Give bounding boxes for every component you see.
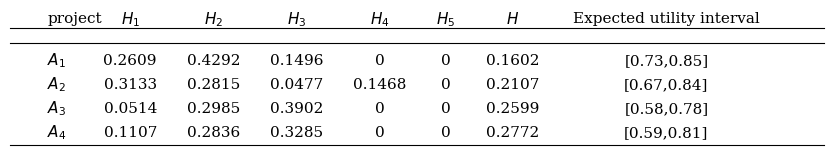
Text: $A_4$: $A_4$ <box>47 123 67 142</box>
Text: 0.2107: 0.2107 <box>486 78 540 92</box>
Text: 0: 0 <box>441 102 451 116</box>
Text: $A_3$: $A_3$ <box>47 99 66 118</box>
Text: $A_2$: $A_2$ <box>47 76 66 94</box>
Text: 0.1468: 0.1468 <box>353 78 406 92</box>
Text: 0.3133: 0.3133 <box>103 78 157 92</box>
Text: 0.4292: 0.4292 <box>187 54 240 68</box>
Text: 0.1602: 0.1602 <box>486 54 540 68</box>
Text: [0.67,0.84]: [0.67,0.84] <box>624 78 709 92</box>
Text: 0: 0 <box>374 102 384 116</box>
Text: 0.2599: 0.2599 <box>486 102 540 116</box>
Text: 0.2772: 0.2772 <box>486 126 540 140</box>
Text: project: project <box>47 12 102 26</box>
Text: [0.73,0.85]: [0.73,0.85] <box>625 54 708 68</box>
Text: 0: 0 <box>441 54 451 68</box>
Text: 0.3902: 0.3902 <box>269 102 323 116</box>
Text: 0.1107: 0.1107 <box>103 126 157 140</box>
Text: 0.0477: 0.0477 <box>270 78 323 92</box>
Text: 0.2836: 0.2836 <box>187 126 240 140</box>
Text: 0.1496: 0.1496 <box>269 54 324 68</box>
Text: 0.2985: 0.2985 <box>187 102 240 116</box>
Text: 0.2609: 0.2609 <box>103 54 157 68</box>
Text: 0.0514: 0.0514 <box>103 102 157 116</box>
Text: 0: 0 <box>441 78 451 92</box>
Text: 0.3285: 0.3285 <box>270 126 323 140</box>
Text: $H_4$: $H_4$ <box>369 10 389 29</box>
Text: $H_1$: $H_1$ <box>121 10 140 29</box>
Text: 0: 0 <box>374 54 384 68</box>
Text: $H_3$: $H_3$ <box>287 10 306 29</box>
Text: 0: 0 <box>441 126 451 140</box>
Text: 0: 0 <box>374 126 384 140</box>
Text: Expected utility interval: Expected utility interval <box>573 12 760 26</box>
Text: [0.58,0.78]: [0.58,0.78] <box>625 102 708 116</box>
Text: $H_2$: $H_2$ <box>203 10 223 29</box>
Text: $H_5$: $H_5$ <box>436 10 455 29</box>
Text: [0.59,0.81]: [0.59,0.81] <box>624 126 709 140</box>
Text: $H$: $H$ <box>506 11 519 27</box>
Text: 0.2815: 0.2815 <box>187 78 240 92</box>
Text: $A_1$: $A_1$ <box>47 52 66 70</box>
